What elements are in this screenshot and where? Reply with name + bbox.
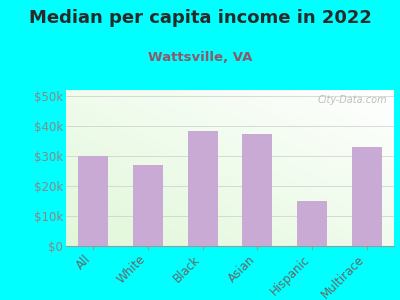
Text: City-Data.com: City-Data.com [318,95,388,105]
Bar [78,156,108,246]
Bar [188,130,218,246]
Text: Median per capita income in 2022: Median per capita income in 2022 [28,9,372,27]
Text: Wattsville, VA: Wattsville, VA [148,51,252,64]
Bar [297,201,327,246]
Bar [242,134,272,246]
Bar [352,147,382,246]
Bar [133,165,163,246]
